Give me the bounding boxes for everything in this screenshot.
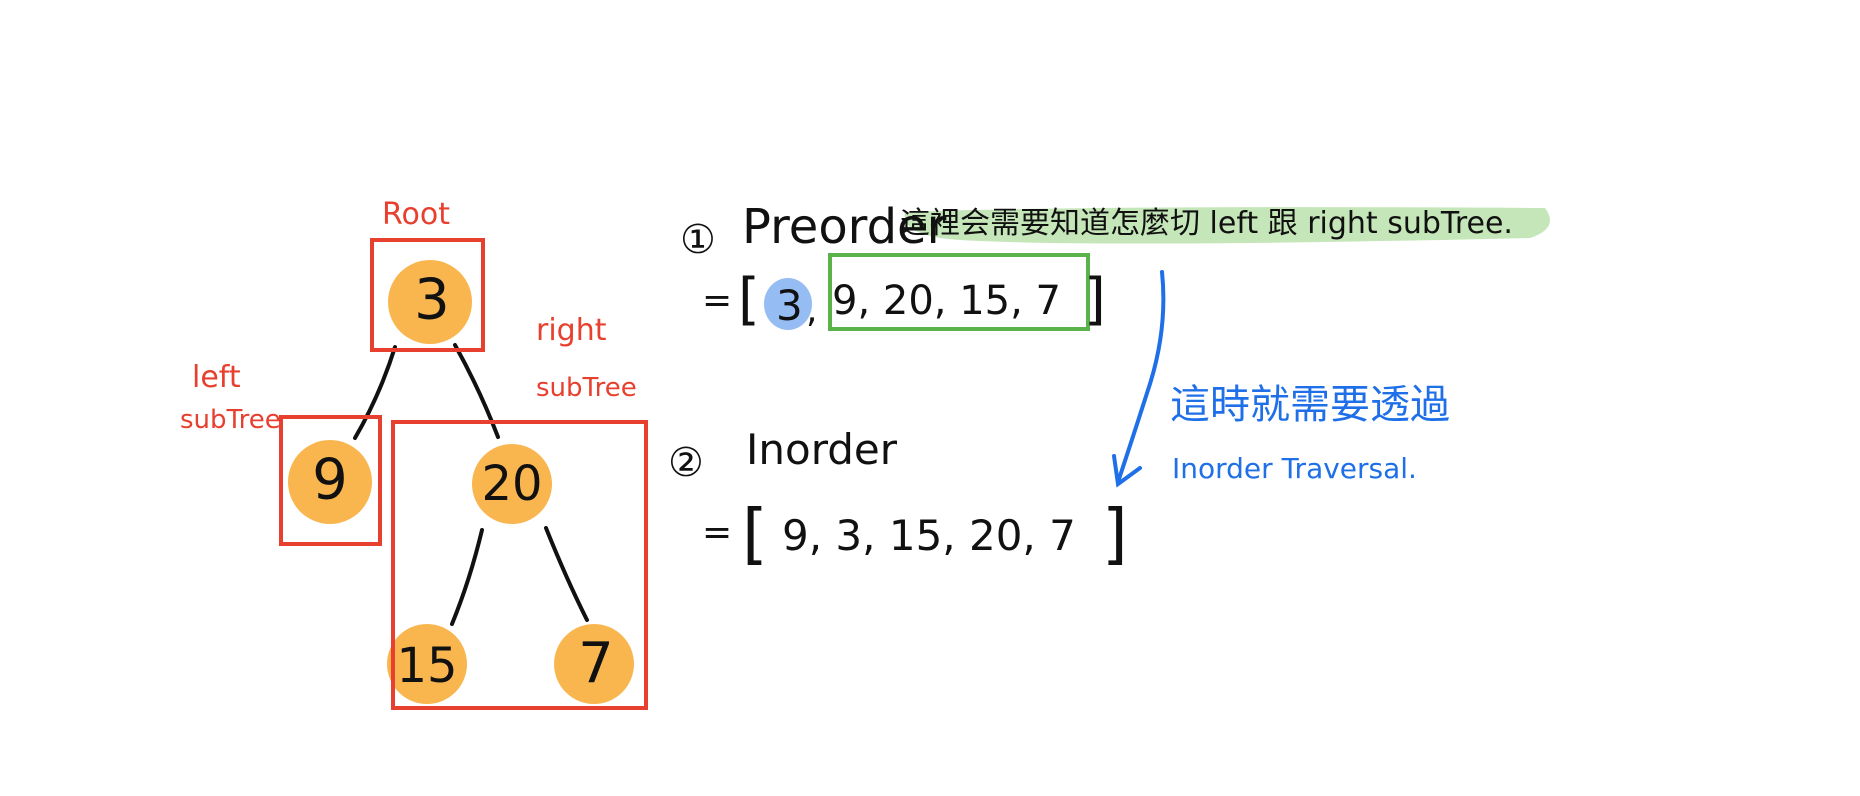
preorder-number: ① [680,217,716,263]
preorder-title: Preorder [742,199,947,255]
inorder-open: [ [742,495,768,572]
node-7: 7 [554,624,634,704]
node-15: 15 [387,624,467,704]
preorder-rest-box [828,253,1090,331]
root-box [370,238,485,352]
hint-line-2: Inorder Traversal. [1172,452,1417,485]
inorder-title: Inorder [746,425,898,474]
right-subtree-label: subTree [536,373,637,403]
right-label: right [536,313,607,348]
edge-3-9 [353,345,397,440]
preorder-open: [ [738,267,760,332]
node-20-circle [472,444,552,524]
node-7-circle [554,624,634,704]
preorder-sep: , [806,290,817,331]
inorder-close: ] [1102,495,1128,572]
right-subtree-box [391,420,648,710]
hint-line-1: 這時就需要透過 [1170,382,1450,428]
hint-arrow-shaft [1116,270,1166,484]
node-15-label: 15 [396,638,457,694]
root-label: Root [382,197,450,232]
note-highlight [904,207,1550,244]
hint-arrow-head [1112,454,1142,488]
node-20: 20 [472,444,552,524]
node-20-label: 20 [481,456,542,512]
node-9-circle [288,440,372,524]
edge-3-20 [453,343,500,439]
preorder-root-value: 3 [776,281,803,330]
node-9: 9 [288,440,372,524]
preorder-rest: 9, 20, 15, 7 [832,278,1061,324]
node-7-label: 7 [578,632,614,697]
node-9-label: 9 [312,448,348,513]
inorder-eq: = [702,512,732,553]
node-3: 3 [388,260,472,344]
edge-20-15 [450,528,484,626]
root-value-highlight [764,278,812,330]
tree-edges [353,343,589,626]
node-3-circle [388,260,472,344]
inorder-values: 9, 3, 15, 20, 7 [782,511,1076,560]
edge-20-7 [544,526,589,622]
left-subtree-box [279,415,382,546]
preorder-close: ] [1084,267,1106,332]
preorder-note: 這裡会需要知道怎麼切 left 跟 right subTree. [900,206,1513,241]
hint-arrow [1112,270,1166,488]
left-subtree-label: subTree [180,405,281,435]
left-label: left [192,360,241,395]
inorder-number: ② [668,440,704,486]
node-3-label: 3 [414,268,450,333]
subtree-boxes [279,238,648,710]
node-15-circle [387,624,467,704]
preorder-eq: = [702,280,732,321]
